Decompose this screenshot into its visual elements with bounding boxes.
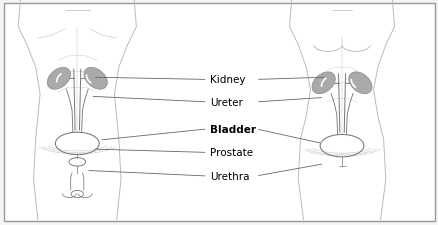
Text: Urethra: Urethra — [209, 171, 249, 181]
Text: Ureter: Ureter — [209, 97, 242, 107]
Text: Bladder: Bladder — [209, 124, 255, 134]
Ellipse shape — [84, 68, 107, 90]
Ellipse shape — [47, 68, 71, 90]
Text: Kidney: Kidney — [209, 75, 245, 85]
Text: Prostate: Prostate — [209, 148, 252, 158]
Ellipse shape — [311, 72, 335, 94]
FancyBboxPatch shape — [4, 4, 434, 221]
Ellipse shape — [348, 72, 371, 94]
